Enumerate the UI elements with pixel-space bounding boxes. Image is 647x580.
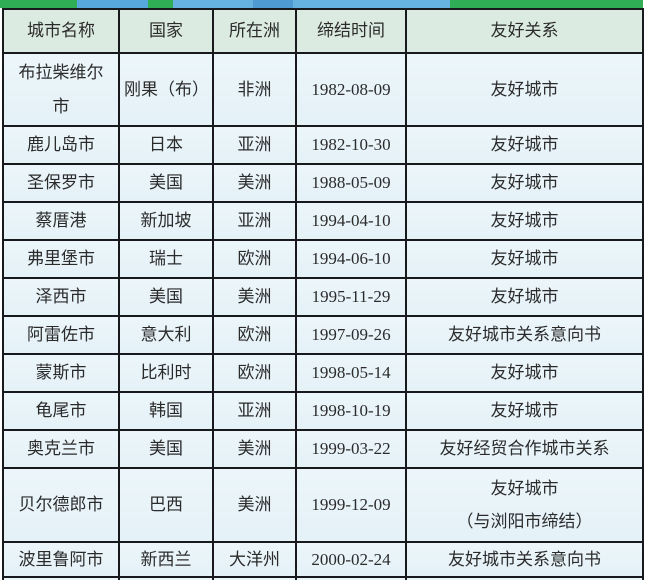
- cell-date-established: [295, 576, 407, 580]
- cell-country: [118, 576, 214, 580]
- table-row: 鹿儿岛市 日本 亚洲 1982-10-30 友好城市: [2, 125, 644, 165]
- strip-segment: [148, 0, 173, 8]
- strip-segment: [450, 0, 643, 8]
- cell-relationship: [405, 576, 644, 580]
- cell-continent: 亚洲: [212, 201, 297, 241]
- cell-relationship: 友好城市: [405, 125, 644, 165]
- cell-city-name: 布拉柴维尔市: [2, 52, 120, 127]
- cell-country: 日本: [118, 125, 214, 165]
- cell-country: 韩国: [118, 391, 214, 431]
- cell-city-name: 阿雷佐市: [2, 315, 120, 355]
- table-body: 布拉柴维尔市 刚果（布） 非洲 1982-08-09 友好城市 鹿儿岛市 日本 …: [2, 52, 644, 580]
- cell-date-established: 1982-10-30: [295, 125, 407, 165]
- cell-continent: 美洲: [212, 277, 297, 317]
- partial-table-row: [2, 576, 644, 580]
- cell-country: 美国: [118, 429, 214, 469]
- cell-relationship: 友好城市: [405, 239, 644, 279]
- cell-continent: 亚洲: [212, 391, 297, 431]
- strip-segment: [293, 0, 450, 8]
- cell-continent: 欧洲: [212, 239, 297, 279]
- cell-relationship: 友好城市: [405, 391, 644, 431]
- cell-country: 瑞士: [118, 239, 214, 279]
- cell-relationship: 友好城市 （与浏阳市缔结）: [405, 467, 644, 543]
- cell-relationship: 友好城市: [405, 163, 644, 203]
- cell-continent: [212, 576, 297, 580]
- cell-country: 美国: [118, 163, 214, 203]
- table-row: 蔡厝港 新加坡 亚洲 1994-04-10 友好城市: [2, 201, 644, 241]
- cell-continent: 欧洲: [212, 315, 297, 355]
- table-row: 布拉柴维尔市 刚果（布） 非洲 1982-08-09 友好城市: [2, 52, 644, 127]
- cell-country: 新西兰: [118, 540, 214, 579]
- cell-country: 新加坡: [118, 201, 214, 241]
- column-header: 所在洲: [212, 8, 297, 54]
- cell-date-established: 1995-11-29: [295, 277, 407, 317]
- cell-date-established: 2000-02-24: [295, 540, 407, 579]
- cell-relationship: 友好城市: [405, 353, 644, 393]
- cell-country: 意大利: [118, 315, 214, 355]
- cell-date-established: 1982-08-09: [295, 52, 407, 127]
- cell-country: 美国: [118, 277, 214, 317]
- strip-segment: [0, 0, 77, 8]
- cell-continent: 欧洲: [212, 353, 297, 393]
- cell-city-name: 波里鲁阿市: [2, 540, 120, 579]
- cell-continent: 美洲: [212, 467, 297, 543]
- cell-date-established: 1998-10-19: [295, 391, 407, 431]
- cell-relationship: 友好城市: [405, 52, 644, 127]
- cell-relationship: 友好城市: [405, 201, 644, 241]
- strip-segment: [253, 0, 293, 8]
- cell-city-name: 蔡厝港: [2, 201, 120, 241]
- cell-city-name: 蒙斯市: [2, 353, 120, 393]
- cell-city-name: 贝尔德郎市: [2, 467, 120, 543]
- cell-date-established: 1998-05-14: [295, 353, 407, 393]
- cell-continent: 大洋州: [212, 540, 297, 579]
- cell-relationship: 友好城市关系意向书: [405, 540, 644, 579]
- cell-city-name: 泽西市: [2, 277, 120, 317]
- cell-continent: 非洲: [212, 52, 297, 127]
- table-row: 蒙斯市 比利时 欧洲 1998-05-14 友好城市: [2, 353, 644, 393]
- table-row: 贝尔德郎市 巴西 美洲 1999-12-09 友好城市 （与浏阳市缔结）: [2, 467, 644, 543]
- table-row: 波里鲁阿市 新西兰 大洋州 2000-02-24 友好城市关系意向书: [2, 540, 644, 579]
- table-row: 阿雷佐市 意大利 欧洲 1997-09-26 友好城市关系意向书: [2, 315, 644, 355]
- cell-country: 刚果（布）: [118, 52, 214, 127]
- cell-date-established: 1999-12-09: [295, 467, 407, 543]
- cell-relationship: 友好城市: [405, 277, 644, 317]
- table-row: 圣保罗市 美国 美洲 1988-05-09 友好城市: [2, 163, 644, 203]
- cell-date-established: 1994-04-10: [295, 201, 407, 241]
- cell-relationship: 友好城市关系意向书: [405, 315, 644, 355]
- column-header: 缔结时间: [295, 8, 407, 54]
- cell-city-name: 龟尾市: [2, 391, 120, 431]
- strip-segment: [173, 0, 253, 8]
- cell-city-name: 弗里堡市: [2, 239, 120, 279]
- table-row: 奥克兰市 美国 美洲 1999-03-22 友好经贸合作城市关系: [2, 429, 644, 469]
- table-row: 泽西市 美国 美洲 1995-11-29 友好城市: [2, 277, 644, 317]
- cell-continent: 美洲: [212, 429, 297, 469]
- column-header: 友好关系: [405, 8, 644, 54]
- cell-city-name: [2, 576, 120, 580]
- cell-date-established: 1997-09-26: [295, 315, 407, 355]
- decorative-top-strip: [0, 0, 643, 8]
- cell-city-name: 鹿儿岛市: [2, 125, 120, 165]
- column-header: 国家: [118, 8, 214, 54]
- cell-continent: 美洲: [212, 163, 297, 203]
- table-row: 弗里堡市 瑞士 欧洲 1994-06-10 友好城市: [2, 239, 644, 279]
- column-header: 城市名称: [2, 8, 120, 54]
- table-header: 城市名称 国家 所在洲 缔结时间 友好关系: [2, 8, 644, 54]
- cell-date-established: 1994-06-10: [295, 239, 407, 279]
- cell-city-name: 圣保罗市: [2, 163, 120, 203]
- cell-country: 比利时: [118, 353, 214, 393]
- cell-country: 巴西: [118, 467, 214, 543]
- cell-date-established: 1999-03-22: [295, 429, 407, 469]
- strip-segment: [77, 0, 148, 8]
- cell-continent: 亚洲: [212, 125, 297, 165]
- cell-date-established: 1988-05-09: [295, 163, 407, 203]
- cell-relationship: 友好经贸合作城市关系: [405, 429, 644, 469]
- sister-cities-table: 城市名称 国家 所在洲 缔结时间 友好关系 布拉柴维尔市 刚果（布） 非洲 1982-0…: [2, 8, 644, 580]
- header-row: 城市名称 国家 所在洲 缔结时间 友好关系: [2, 8, 644, 54]
- cell-city-name: 奥克兰市: [2, 429, 120, 469]
- table-row: 龟尾市 韩国 亚洲 1998-10-19 友好城市: [2, 391, 644, 431]
